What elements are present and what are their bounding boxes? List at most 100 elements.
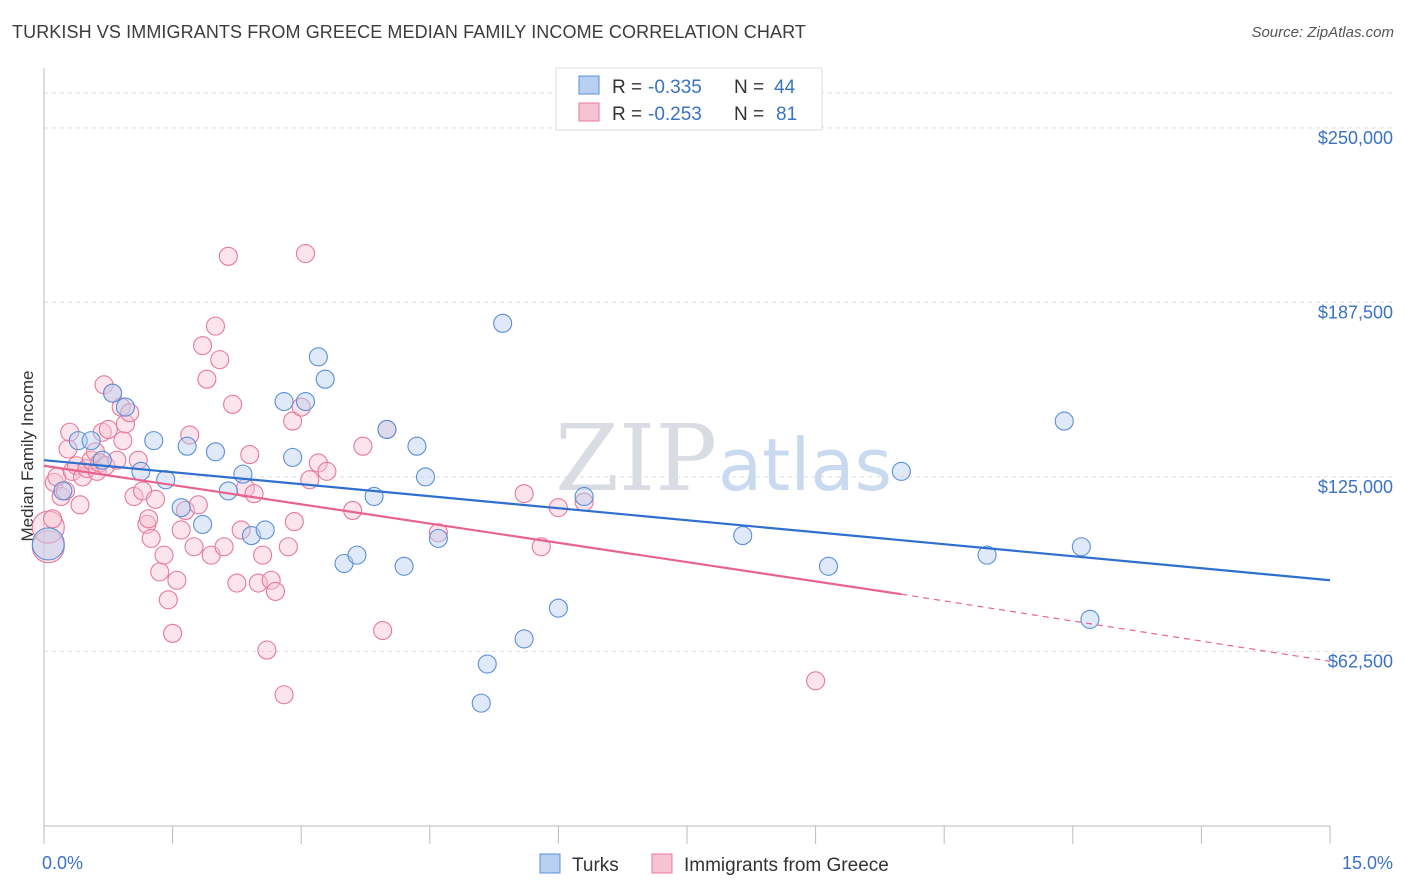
watermark-atlas: atlas bbox=[718, 423, 892, 507]
legend-n-value-greece: 81 bbox=[776, 104, 797, 125]
greece-point-59 bbox=[253, 545, 273, 565]
greece-point-21 bbox=[98, 419, 118, 440]
greece-point-78 bbox=[531, 537, 551, 557]
y-tick-label-0: $62,500 bbox=[1328, 651, 1393, 671]
legend-swatch-turks bbox=[578, 75, 600, 95]
turks-points bbox=[31, 313, 1100, 713]
y-tick-label-2: $187,500 bbox=[1318, 302, 1393, 322]
greece-point-68 bbox=[295, 243, 316, 264]
greece-point-77 bbox=[514, 484, 534, 504]
trend-lines bbox=[43, 459, 1331, 662]
greece-point-46 bbox=[197, 369, 217, 389]
greece-point-73 bbox=[353, 436, 373, 456]
greece-point-11 bbox=[70, 495, 90, 515]
greece-point-66 bbox=[284, 512, 304, 532]
turks-point-39 bbox=[891, 461, 911, 481]
turks-point-42 bbox=[1071, 537, 1091, 557]
greece-point-40 bbox=[171, 520, 191, 540]
greece-point-42 bbox=[180, 425, 200, 445]
turks-point-19 bbox=[283, 447, 303, 467]
greece-point-37 bbox=[158, 590, 178, 610]
greece-point-44 bbox=[188, 495, 208, 515]
turks-point-24 bbox=[347, 545, 367, 565]
legend-r-value-greece: -0.253 bbox=[648, 104, 702, 125]
turks-trend-line bbox=[43, 459, 1331, 582]
bottom-swatch-greece bbox=[651, 853, 673, 874]
bottom-legend-turks: Turks bbox=[572, 855, 619, 876]
turks-point-40 bbox=[977, 545, 997, 565]
turks-point-34 bbox=[514, 629, 534, 649]
bottom-legend-greece: Immigrants from Greece bbox=[684, 855, 889, 876]
greece-point-81 bbox=[806, 671, 826, 691]
turks-point-38 bbox=[818, 556, 839, 576]
greece-point-75 bbox=[373, 620, 393, 641]
greece-point-62 bbox=[265, 581, 286, 601]
axes bbox=[43, 68, 1331, 844]
source-credit: Source: ZipAtlas.com bbox=[1251, 24, 1394, 41]
turks-point-5 bbox=[103, 383, 123, 403]
greece-point-43 bbox=[184, 537, 204, 557]
legend-n-label-turks: N = bbox=[734, 77, 764, 98]
bottom-swatch-turks bbox=[539, 853, 561, 874]
greece-point-50 bbox=[214, 537, 234, 557]
greece-point-53 bbox=[227, 573, 247, 593]
turks-point-10 bbox=[171, 498, 191, 518]
turks-point-28 bbox=[407, 436, 427, 456]
greece-point-33 bbox=[141, 528, 161, 548]
greece-point-25 bbox=[113, 431, 133, 451]
turks-point-22 bbox=[315, 369, 335, 389]
turks-point-6 bbox=[115, 397, 135, 417]
greece-point-52 bbox=[223, 394, 243, 414]
turks-point-43 bbox=[1080, 609, 1100, 629]
turks-point-36 bbox=[574, 486, 594, 507]
watermark-zip: ZIP bbox=[555, 405, 717, 512]
greece-point-48 bbox=[205, 316, 226, 336]
legend-r-label-greece: R = bbox=[612, 104, 642, 125]
greece-point-32 bbox=[139, 509, 159, 529]
greece-point-34 bbox=[145, 489, 166, 509]
turks-point-29 bbox=[415, 467, 436, 487]
greece-point-64 bbox=[278, 537, 298, 557]
greece-point-35 bbox=[150, 562, 170, 582]
greece-point-63 bbox=[274, 685, 294, 705]
legend-swatch-greece bbox=[578, 102, 600, 122]
greece-point-49 bbox=[210, 350, 230, 370]
turks-point-26 bbox=[377, 419, 397, 440]
legend-n-label-greece: N = bbox=[734, 104, 764, 125]
greece-point-38 bbox=[163, 623, 183, 643]
turks-point-17 bbox=[255, 520, 275, 540]
chart-title: TURKISH VS IMMIGRANTS FROM GREECE MEDIAN… bbox=[12, 22, 806, 42]
greece-point-60 bbox=[257, 640, 277, 660]
top-legend: R = -0.335 N = 44 R = -0.253 N = 81 bbox=[555, 67, 823, 131]
turks-point-33 bbox=[493, 313, 513, 333]
y-axis-label: Median Family Income bbox=[18, 370, 37, 541]
greece-point-57 bbox=[244, 484, 264, 504]
legend-r-value-turks: -0.335 bbox=[648, 77, 702, 98]
greece-point-2 bbox=[43, 509, 63, 529]
x-tick-label-0: 0.0% bbox=[42, 853, 83, 873]
turks-point-8 bbox=[144, 431, 164, 451]
turks-point-1 bbox=[53, 481, 73, 501]
turks-point-20 bbox=[295, 391, 316, 412]
turks-point-21 bbox=[308, 347, 328, 367]
greece-points bbox=[31, 243, 826, 705]
turks-point-3 bbox=[81, 431, 101, 451]
turks-point-37 bbox=[733, 526, 753, 546]
greece-point-45 bbox=[193, 336, 213, 356]
greece-point-71 bbox=[317, 461, 337, 481]
turks-point-32 bbox=[477, 654, 497, 674]
turks-point-0 bbox=[31, 527, 65, 561]
greece-point-26 bbox=[115, 414, 135, 434]
turks-point-11 bbox=[177, 436, 197, 456]
greece-point-61 bbox=[261, 570, 281, 590]
turks-point-12 bbox=[193, 514, 213, 534]
greece-point-51 bbox=[218, 246, 238, 266]
legend-n-value-turks: 44 bbox=[774, 77, 796, 98]
turks-point-18 bbox=[274, 391, 294, 412]
greece-point-56 bbox=[240, 445, 260, 465]
y-tick-label-1: $125,000 bbox=[1318, 477, 1393, 497]
x-tick-label-1: 15.0% bbox=[1342, 853, 1393, 873]
turks-point-41 bbox=[1054, 411, 1074, 431]
x-tick-labels: 0.0% 15.0% bbox=[42, 853, 1393, 873]
